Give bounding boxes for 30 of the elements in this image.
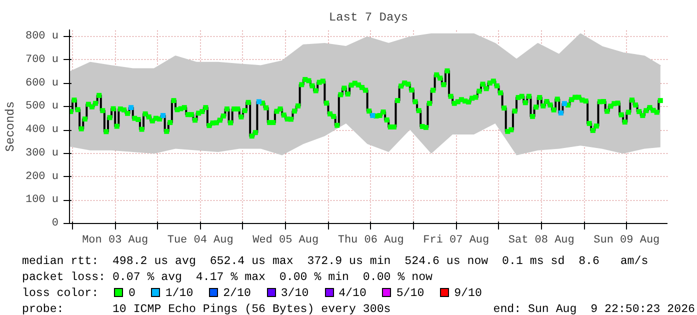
- text: median rtt: 498.2 us avg 652.4 us max 372.9 us min 524.6 us now 0.1 ms sd 8.6 am/s: [22, 254, 650, 270]
- chart-title: Last 7 Days: [328, 10, 408, 24]
- y-tick-label: 300 u: [25, 147, 59, 160]
- y-tick-label: 100 u: [25, 194, 59, 206]
- y-tick-label: 700 u: [25, 54, 59, 66]
- x-tick-label: Thu 06 Aug: [338, 234, 404, 246]
- x-tick-label: Mon 03 Aug: [82, 234, 148, 246]
- y-tick-label: 200 u: [25, 170, 59, 183]
- x-tick-label: Sun 09 Aug: [594, 234, 660, 246]
- text: loss color:: [22, 287, 99, 300]
- x-tick-label: Wed 05 Aug: [252, 234, 319, 246]
- y-tick-label: 600 u: [25, 77, 59, 90]
- y-tick-label: 800 u: [25, 30, 59, 43]
- y-tick-label: 0: [52, 218, 59, 230]
- text: packet loss: 0.07 % avg 4.17 % max 0.00 % min 0.00 % now: [22, 270, 434, 286]
- text: probe: 10 ICMP Echo Pings (56 Bytes) every 300s: [22, 302, 391, 315]
- legend-label: 3/10: [280, 287, 309, 300]
- y-tick-label: 500 u: [25, 100, 59, 113]
- x-tick-label: Fri 07 Aug: [423, 234, 490, 246]
- legend-label: 2/10: [223, 287, 251, 300]
- y-tick-label: 400 u: [25, 124, 59, 136]
- x-tick-label: Sat 08 Aug: [508, 234, 574, 246]
- x-tick-label: Tue 04 Aug: [167, 234, 234, 246]
- legend-label: 0: [128, 287, 136, 300]
- text: end: Sun Aug 9 22:50:23 2026: [493, 302, 695, 315]
- legend-label: 4/10: [338, 287, 366, 300]
- y-axis-title: Seconds: [3, 101, 18, 152]
- legend-label: 1/10: [165, 287, 194, 300]
- legend-label: 9/10: [454, 287, 482, 300]
- legend-label: 5/10: [396, 287, 424, 300]
